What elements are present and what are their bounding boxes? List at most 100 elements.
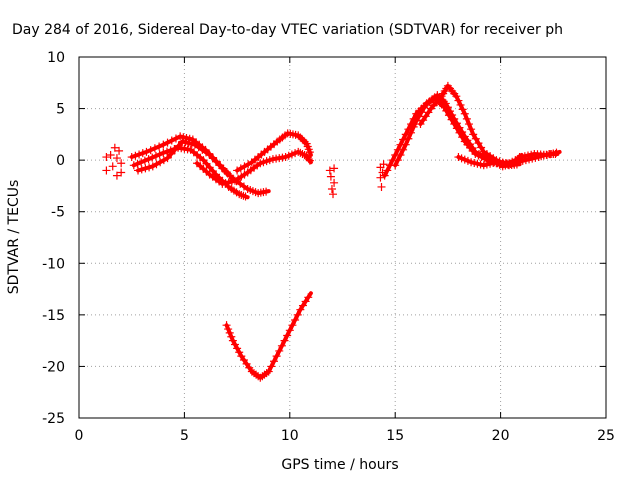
scatter-marker (327, 185, 336, 194)
series-marker (171, 134, 180, 143)
series-marker (404, 134, 413, 143)
series-marker (269, 357, 278, 366)
series-marker (283, 331, 292, 340)
series-marker (474, 139, 483, 148)
series-marker (409, 122, 418, 131)
series-marker (452, 119, 461, 128)
series-marker (227, 332, 236, 341)
series-marker (420, 103, 429, 112)
series-marker (293, 310, 302, 319)
series-marker (450, 114, 459, 123)
series-marker (471, 134, 480, 143)
series-marker (455, 123, 464, 132)
series-marker (141, 164, 150, 173)
scatter-marker (325, 166, 334, 175)
y-tick-label: -20 (42, 359, 65, 375)
series-marker (471, 147, 480, 156)
series-marker (412, 116, 421, 125)
series-marker (222, 321, 231, 330)
scatter-marker (376, 173, 385, 182)
series-marker (148, 162, 157, 171)
y-tick-label: 10 (47, 50, 65, 66)
series-marker (460, 109, 469, 118)
scatter-marker (117, 168, 126, 177)
series-marker (458, 128, 467, 137)
series-marker (224, 325, 233, 334)
series-marker (240, 162, 249, 171)
series-marker (454, 96, 463, 105)
y-tick-label: 0 (56, 153, 65, 169)
series-marker (512, 160, 521, 169)
series-marker (458, 105, 467, 114)
scatter-marker (108, 162, 117, 171)
series-marker (145, 163, 154, 172)
series-marker (277, 341, 286, 350)
series-marker (167, 149, 176, 158)
scatter-marker (329, 190, 338, 199)
series-marker (288, 321, 297, 330)
scatter-marker (330, 178, 339, 187)
series-marker (285, 326, 294, 335)
chart-title: Day 284 of 2016, Sidereal Day-to-day VTE… (12, 22, 563, 38)
series-marker (148, 153, 157, 162)
series-marker (156, 158, 165, 167)
series-marker (296, 305, 305, 314)
series-marker (174, 141, 183, 150)
series-marker (170, 145, 179, 154)
x-tick-label: 10 (281, 428, 299, 444)
series-marker (134, 166, 143, 175)
series-marker (452, 92, 461, 101)
series-marker (244, 160, 253, 169)
x-tick-label: 20 (492, 428, 510, 444)
axis-ticks: 0 5 10 15 20 25 10 5 0 -5 -10 -15 -20 -25 (42, 50, 615, 444)
scatter-marker (112, 154, 121, 163)
series-marker (262, 187, 271, 196)
series-marker (129, 161, 138, 170)
x-tick-label: 0 (75, 428, 84, 444)
series-marker (137, 158, 146, 167)
series-marker (241, 192, 250, 201)
series-marker (142, 147, 151, 156)
y-tick-label: -25 (42, 411, 65, 427)
y-tick-label: -5 (51, 205, 65, 221)
scatter-marker (115, 146, 124, 155)
series-marker (151, 152, 160, 161)
scatter-marker (330, 164, 339, 173)
data-series (127, 81, 562, 382)
series-marker (155, 142, 164, 151)
scatter-marker (102, 166, 111, 175)
series-marker (414, 112, 423, 121)
series-marker (150, 144, 159, 153)
series-marker (137, 165, 146, 174)
series-marker (304, 155, 313, 164)
scatter-marker (112, 171, 121, 180)
series-marker (133, 159, 142, 168)
series-marker (135, 150, 144, 159)
x-tick-label: 25 (597, 428, 615, 444)
series-marker (138, 149, 147, 158)
series-marker (552, 148, 561, 157)
series-marker (304, 293, 313, 302)
scatter-marker (379, 160, 388, 169)
grid-lines (79, 57, 606, 418)
series-marker (140, 156, 149, 165)
y-tick-label: 5 (56, 102, 65, 118)
series-marker (275, 346, 284, 355)
series-marker (127, 153, 136, 162)
series-marker (301, 297, 310, 306)
series-marker (467, 125, 476, 134)
series-marker (393, 156, 402, 165)
plot-frame (78, 56, 607, 419)
series-marker (391, 161, 400, 170)
x-axis-label: GPS time / hours (281, 457, 398, 473)
series-marker (280, 336, 289, 345)
series-marker (163, 154, 172, 163)
scatter-marker (106, 150, 115, 159)
series-marker (225, 328, 234, 337)
series-marker (462, 114, 471, 123)
series-arc-f (224, 291, 313, 380)
scatter-marker (326, 172, 335, 181)
series-marker (417, 108, 426, 117)
series-marker (226, 172, 235, 181)
